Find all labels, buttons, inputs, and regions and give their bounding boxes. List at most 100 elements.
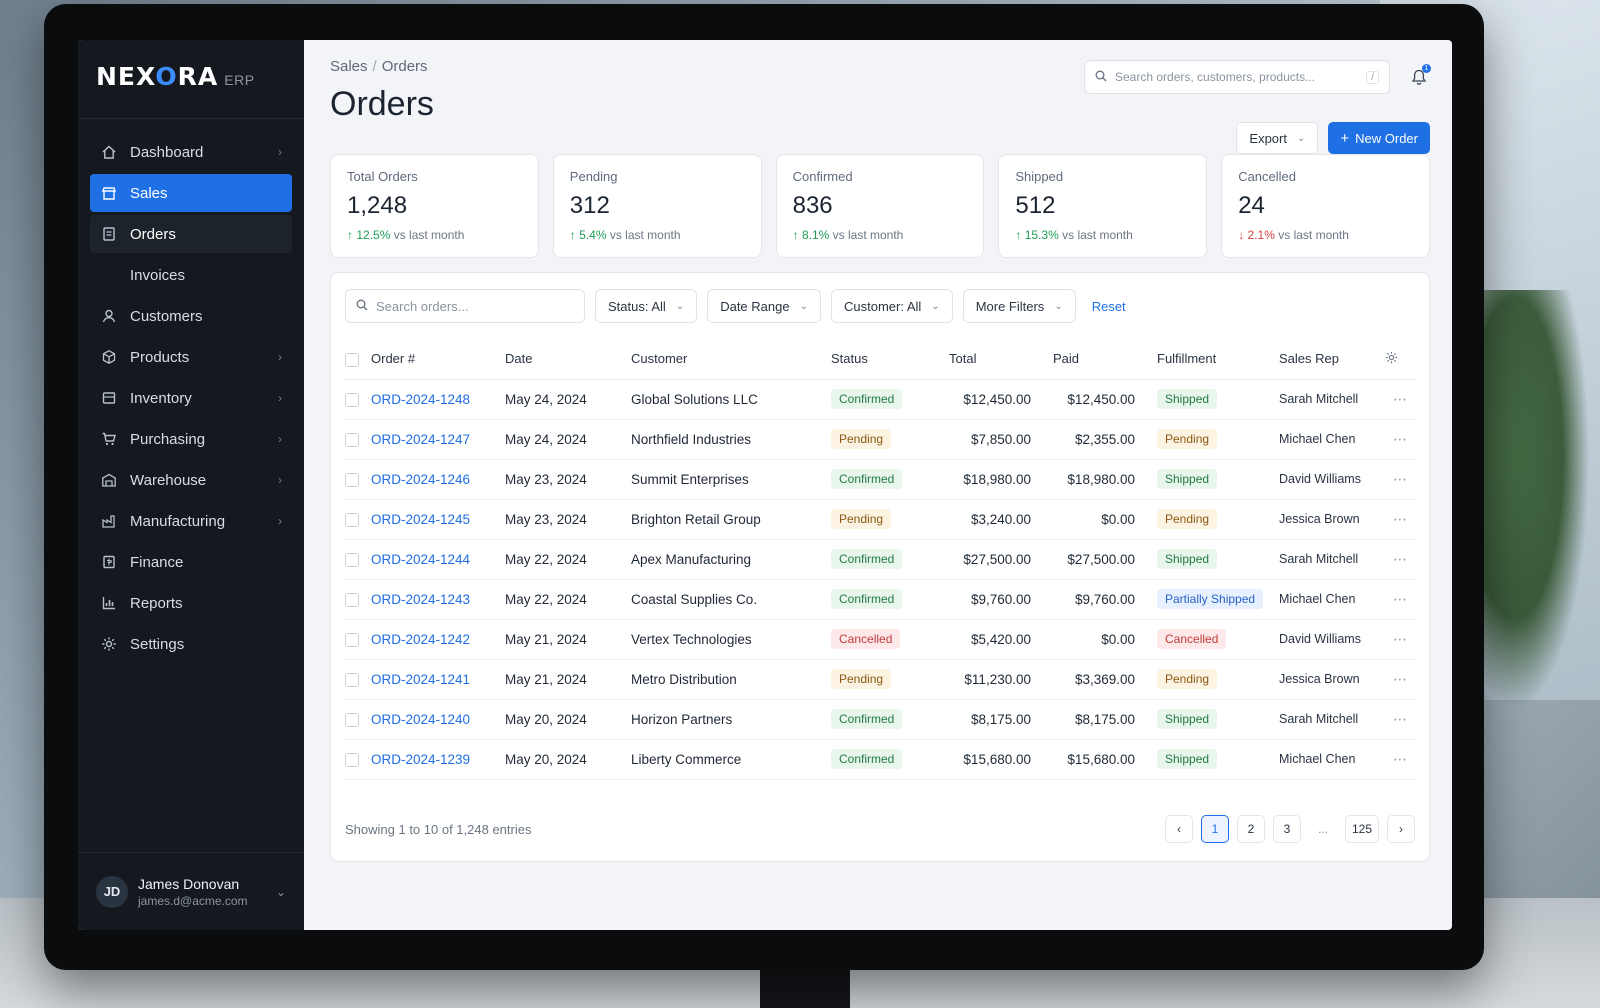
fulfillment-badge-cell: Pending: [1157, 499, 1279, 540]
order-link[interactable]: ORD-2024-1240: [371, 711, 471, 727]
table-row[interactable]: ORD-2024-1247 May 24, 2024 Northfield Indu…: [345, 419, 1415, 460]
more-horizontal-icon[interactable]: ⋯: [1393, 550, 1407, 567]
gear-icon: [100, 635, 118, 653]
row-checkbox[interactable]: [345, 632, 359, 647]
export-button[interactable]: Export ⌄: [1236, 122, 1319, 154]
order-link[interactable]: ORD-2024-1245: [371, 511, 471, 527]
customer-name: Vertex Technologies: [631, 619, 831, 660]
table-row[interactable]: ORD-2024-1242 May 21, 2024 Vertex Technolo…: [345, 619, 1415, 660]
col-order[interactable]: Order #: [371, 339, 505, 380]
page-button-2[interactable]: 2: [1236, 815, 1265, 843]
order-link[interactable]: ORD-2024-1242: [371, 631, 471, 647]
row-checkbox[interactable]: [345, 392, 359, 407]
table-row[interactable]: ORD-2024-1239 May 20, 2024 Liberty Commerc…: [345, 739, 1415, 780]
sidebar-item-warehouse[interactable]: Warehouse ›: [90, 461, 292, 499]
order-number: ORD-2024-1240: [371, 699, 505, 740]
more-filters-button[interactable]: More Filters ⌄: [962, 289, 1076, 323]
stat-card-cancelled[interactable]: Cancelled 24 ↓ 2.1% vs last month: [1221, 154, 1430, 258]
avatar: JD: [96, 875, 128, 908]
col-customer[interactable]: Customer: [631, 339, 831, 380]
table-row[interactable]: ORD-2024-1241 May 21, 2024 Metro Distribut…: [345, 659, 1415, 700]
next-page-button[interactable]: ›: [1387, 815, 1415, 843]
order-search-input[interactable]: Search orders...: [345, 289, 585, 323]
sidebar-item-reports[interactable]: Reports: [90, 584, 292, 622]
order-total: $9,760.00: [949, 579, 1053, 620]
sidebar-item-sales[interactable]: Sales: [90, 174, 292, 212]
col-total[interactable]: Total: [949, 339, 1053, 380]
notification-badge: 1: [1422, 64, 1431, 73]
chevron-down-icon[interactable]: ⌄: [275, 884, 286, 899]
sidebar-item-settings[interactable]: Settings: [90, 625, 292, 663]
more-horizontal-icon[interactable]: ⋯: [1393, 750, 1407, 767]
table-row[interactable]: ORD-2024-1243 May 22, 2024 Coastal Supplie…: [345, 579, 1415, 620]
sidebar-item-orders[interactable]: Orders: [90, 215, 292, 253]
sidebar-nav: Dashboard › Sales Orders Invoices Customers Pr…: [78, 133, 304, 663]
logo[interactable]: NEXORA ERP: [78, 40, 304, 118]
previous-page-button[interactable]: ‹: [1164, 815, 1193, 843]
col-paid[interactable]: Paid: [1053, 339, 1157, 380]
sidebar-item-customers[interactable]: Customers: [90, 297, 292, 335]
row-checkbox[interactable]: [345, 432, 359, 447]
search-icon: [1095, 70, 1107, 85]
order-link[interactable]: ORD-2024-1243: [371, 591, 471, 607]
global-search-input[interactable]: Search orders, customers, products... /: [1084, 60, 1390, 94]
row-checkbox[interactable]: [345, 592, 359, 607]
col-date[interactable]: Date: [505, 339, 631, 380]
user-profile[interactable]: JD James Donovan james.d@acme.com ⌄: [78, 852, 304, 930]
customer-filter[interactable]: Customer: All ⌄: [830, 289, 953, 323]
stat-card-pending[interactable]: Pending 312 ↑ 5.4% vs last month: [552, 154, 762, 258]
table-row[interactable]: ORD-2024-1246 May 23, 2024 Summit Enterpri…: [345, 459, 1415, 500]
date-range-filter[interactable]: Date Range ⌄: [707, 289, 821, 323]
row-checkbox[interactable]: [345, 512, 359, 527]
order-total: $3,240.00: [949, 499, 1053, 540]
bell-icon[interactable]: 1: [1408, 64, 1431, 88]
order-link[interactable]: ORD-2024-1246: [371, 471, 471, 487]
sidebar-item-finance[interactable]: Finance: [90, 543, 292, 581]
more-horizontal-icon[interactable]: ⋯: [1393, 430, 1407, 447]
order-link[interactable]: ORD-2024-1248: [371, 391, 471, 407]
order-link[interactable]: ORD-2024-1247: [371, 431, 471, 447]
table-row[interactable]: ORD-2024-1248 May 24, 2024 Global Solution…: [345, 379, 1415, 420]
sidebar-item-manufacturing[interactable]: Manufacturing ›: [90, 502, 292, 540]
reset-filters-link[interactable]: Reset: [1091, 298, 1126, 314]
row-checkbox[interactable]: [345, 472, 359, 487]
screen: NEXORA ERP Dashboard › Sales Orders Invoices…: [78, 40, 1452, 930]
col-fulfillment[interactable]: Fulfillment: [1157, 339, 1279, 380]
new-order-button[interactable]: + New Order: [1328, 122, 1430, 154]
more-horizontal-icon[interactable]: ⋯: [1393, 670, 1407, 687]
stat-card-total-orders[interactable]: Total Orders 1,248 ↑ 12.5% vs last month: [330, 154, 539, 258]
more-horizontal-icon[interactable]: ⋯: [1393, 390, 1407, 407]
row-checkbox[interactable]: [345, 672, 359, 687]
row-checkbox[interactable]: [345, 712, 359, 727]
more-horizontal-icon[interactable]: ⋯: [1393, 510, 1407, 527]
select-all-checkbox[interactable]: [345, 352, 359, 367]
col-sales-rep[interactable]: Sales Rep: [1279, 339, 1385, 380]
column-settings[interactable]: [1385, 339, 1415, 380]
stat-card-confirmed[interactable]: Confirmed 836 ↑ 8.1% vs last month: [775, 154, 985, 258]
page-button-3[interactable]: 3: [1272, 815, 1301, 843]
sidebar-item-products[interactable]: Products ›: [90, 338, 292, 376]
table-row[interactable]: ORD-2024-1240 May 20, 2024 Horizon Partner…: [345, 699, 1415, 740]
table-row[interactable]: ORD-2024-1244 May 22, 2024 Apex Manufactur…: [345, 539, 1415, 580]
col-status[interactable]: Status: [831, 339, 949, 380]
sidebar-item-label: Warehouse: [130, 471, 207, 489]
more-horizontal-icon[interactable]: ⋯: [1393, 630, 1407, 647]
more-horizontal-icon[interactable]: ⋯: [1393, 470, 1407, 487]
stat-card-shipped[interactable]: Shipped 512 ↑ 15.3% vs last month: [998, 154, 1208, 258]
more-horizontal-icon[interactable]: ⋯: [1393, 710, 1407, 727]
row-checkbox[interactable]: [345, 552, 359, 567]
table-row[interactable]: ORD-2024-1245 May 23, 2024 Brighton Retail…: [345, 499, 1415, 540]
sidebar-item-dashboard[interactable]: Dashboard ›: [90, 133, 292, 171]
page-button-125[interactable]: 125: [1344, 815, 1379, 843]
order-link[interactable]: ORD-2024-1239: [371, 751, 471, 767]
row-checkbox[interactable]: [345, 752, 359, 767]
sidebar-item-inventory[interactable]: Inventory ›: [90, 379, 292, 417]
sidebar-item-invoices[interactable]: Invoices: [90, 256, 292, 294]
order-link[interactable]: ORD-2024-1244: [371, 551, 471, 567]
status-filter[interactable]: Status: All ⌄: [595, 289, 698, 323]
order-link[interactable]: ORD-2024-1241: [371, 671, 471, 687]
more-horizontal-icon[interactable]: ⋯: [1393, 590, 1407, 607]
breadcrumb-sales[interactable]: Sales: [330, 58, 368, 75]
sidebar-item-purchasing[interactable]: Purchasing ›: [90, 420, 292, 458]
page-button-1[interactable]: 1: [1200, 815, 1229, 843]
